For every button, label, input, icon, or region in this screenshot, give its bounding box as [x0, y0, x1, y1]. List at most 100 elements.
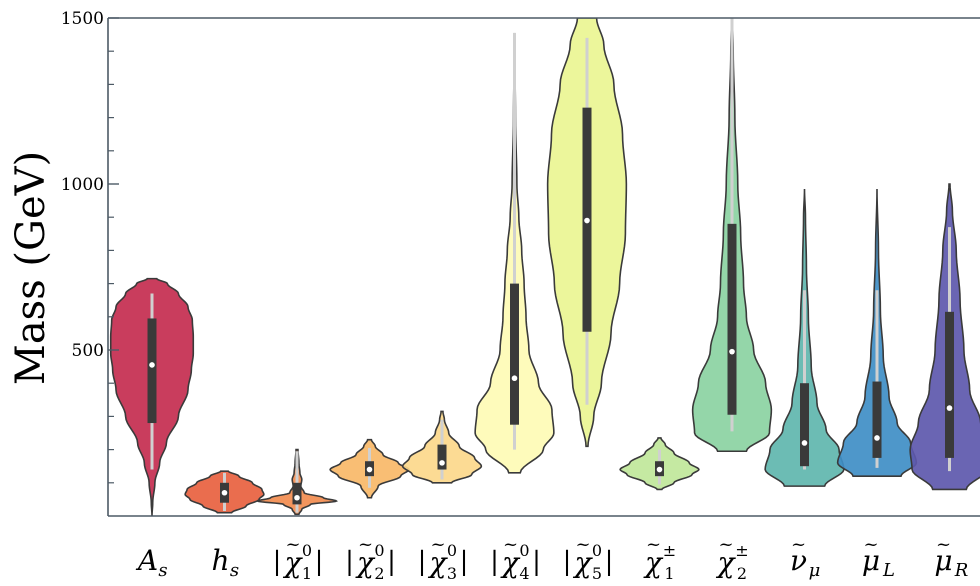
violin-χ±1	[619, 437, 700, 491]
svg-text:~: ~	[575, 534, 590, 555]
violin-χ±2	[691, 18, 773, 453]
svg-text:χ: χ	[716, 546, 737, 579]
svg-text:h: h	[211, 544, 229, 577]
svg-text:|: |	[418, 547, 427, 577]
svg-text:±: ±	[663, 541, 676, 560]
median-marker	[656, 466, 663, 473]
median-marker	[439, 460, 445, 466]
svg-text:ν: ν	[790, 544, 807, 577]
median-marker	[149, 362, 155, 368]
svg-text:~: ~	[503, 534, 518, 555]
svg-text:χ: χ	[283, 546, 304, 579]
violin-χ5	[546, 18, 628, 448]
svg-text:|: |	[605, 547, 614, 577]
svg-text:~: ~	[863, 534, 878, 555]
x-tick-label-χ4: | χ~ 04 |	[490, 534, 541, 583]
median-marker	[366, 466, 373, 473]
median-marker	[511, 375, 518, 382]
svg-text:μ: μ	[809, 560, 821, 581]
x-tick-label-χ±2: χ~ ±2	[716, 534, 749, 583]
svg-text:χ: χ	[500, 546, 521, 579]
iqr-box	[727, 223, 737, 415]
violin-χ2	[329, 438, 410, 499]
violin-hs	[184, 470, 265, 514]
svg-text:χ: χ	[355, 546, 376, 579]
y-axis-label: Mass (GeV)	[8, 151, 54, 385]
svg-text:χ: χ	[428, 546, 449, 579]
svg-text:χ: χ	[573, 546, 594, 579]
svg-text:~: ~	[430, 534, 445, 555]
y-tick-label: 1500	[61, 9, 104, 29]
svg-text:|: |	[490, 547, 499, 577]
svg-text:0: 0	[592, 541, 602, 560]
svg-text:1: 1	[302, 564, 312, 581]
violin-νμ	[764, 188, 845, 487]
median-marker	[801, 440, 808, 446]
iqr-box	[437, 444, 447, 470]
violin-χ1	[255, 448, 339, 516]
violins-layer	[109, 18, 980, 516]
svg-text:~: ~	[936, 534, 951, 555]
svg-text:4: 4	[519, 564, 529, 581]
svg-text:|: |	[460, 547, 469, 577]
x-tick-label-μR: μ~R	[934, 534, 968, 581]
violin-μR	[909, 183, 980, 491]
iqr-box	[800, 383, 809, 467]
svg-text:~: ~	[791, 534, 806, 555]
violin-χ4	[474, 32, 555, 474]
svg-text:|: |	[387, 547, 396, 577]
iqr-box	[510, 283, 519, 425]
svg-text:μ: μ	[862, 544, 880, 577]
svg-text:s: s	[230, 560, 239, 581]
svg-text:0: 0	[519, 541, 529, 560]
y-tick-label: 500	[72, 341, 104, 361]
iqr-box	[945, 311, 954, 458]
svg-text:0: 0	[302, 541, 312, 560]
y-tick-label: 1000	[61, 175, 104, 195]
svg-text:~: ~	[718, 534, 733, 555]
svg-text:|: |	[532, 547, 541, 577]
svg-text:μ: μ	[934, 544, 952, 577]
violin-μL	[836, 188, 918, 477]
svg-text:2: 2	[374, 564, 384, 581]
iqr-box	[872, 381, 882, 458]
svg-text:0: 0	[447, 541, 457, 560]
svg-text:~: ~	[285, 534, 300, 555]
x-tick-label-χ5: | χ~ 05 |	[563, 534, 614, 583]
svg-text:|: |	[345, 547, 354, 577]
svg-text:~: ~	[646, 534, 661, 555]
median-marker	[729, 348, 735, 355]
x-tick-label-νμ: ν~μ	[790, 534, 820, 581]
svg-text:1: 1	[664, 564, 674, 581]
median-marker	[221, 489, 228, 496]
x-tick-label-χ±1: χ~ ±1	[643, 534, 676, 583]
svg-text:|: |	[563, 547, 572, 577]
svg-text:s: s	[158, 560, 167, 581]
x-tick-label-χ3: | χ~ 03 |	[418, 534, 469, 583]
median-marker	[294, 494, 300, 501]
median-marker	[874, 435, 880, 441]
x-tick-label-χ1: | χ~ 01 |	[273, 534, 324, 583]
svg-text:~: ~	[358, 534, 373, 555]
violin-χ3	[401, 410, 483, 484]
svg-text:R: R	[954, 560, 969, 581]
svg-text:2: 2	[737, 564, 747, 581]
svg-text:|: |	[315, 547, 324, 577]
median-marker	[584, 217, 590, 224]
svg-text:|: |	[273, 547, 282, 577]
svg-text:3: 3	[447, 564, 457, 581]
svg-text:5: 5	[592, 564, 602, 581]
svg-text:±: ±	[735, 541, 748, 560]
iqr-box	[292, 482, 302, 505]
x-tick-label-μL: μ~L	[862, 534, 895, 581]
median-marker	[946, 405, 953, 411]
iqr-box	[147, 318, 157, 424]
svg-text:0: 0	[374, 541, 384, 560]
violin-As	[109, 277, 195, 516]
svg-text:A: A	[135, 544, 158, 577]
axes-layer: 500 1000 1500	[61, 9, 980, 517]
